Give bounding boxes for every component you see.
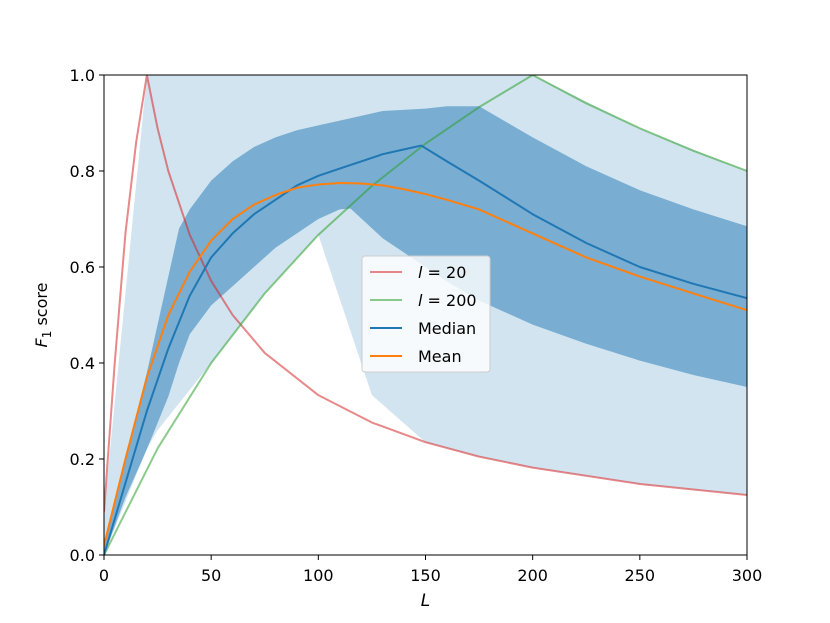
y-tick-label: 0.8 xyxy=(70,162,95,181)
y-tick-label: 0.4 xyxy=(70,354,95,373)
x-tick-label: 250 xyxy=(625,566,656,585)
series-line-median xyxy=(104,144,747,555)
series-lines xyxy=(104,75,747,555)
x-tick-label: 150 xyxy=(410,566,441,585)
y-axis-label-rest: score xyxy=(32,283,51,331)
legend-label-l20: l = 20 xyxy=(418,263,466,282)
x-axis: 0 50 100 150 200 250 300 xyxy=(99,555,762,585)
y-tick-label: 1.0 xyxy=(70,66,95,85)
legend-label-median: Median xyxy=(418,319,476,338)
inner-band-area xyxy=(104,106,747,555)
y-axis-label: F1 score xyxy=(32,283,54,348)
series-line-l200 xyxy=(104,75,747,555)
x-tick-label: 200 xyxy=(517,566,548,585)
legend-box xyxy=(361,255,491,373)
y-axis: 0.0 0.2 0.4 0.6 0.8 1.0 xyxy=(70,66,104,565)
x-tick-label: 100 xyxy=(303,566,334,585)
y-tick-label: 0.6 xyxy=(70,258,95,277)
legend: l = 20 l = 200 Median Mean xyxy=(361,255,491,373)
y-tick-label: 0.0 xyxy=(70,546,95,565)
series-line-l20 xyxy=(104,75,747,512)
series-line-mean xyxy=(104,182,747,546)
y-axis-label-main: F xyxy=(32,337,51,347)
x-tick-label: 0 xyxy=(99,566,109,585)
x-axis-label: L xyxy=(421,591,430,611)
x-tick-label: 50 xyxy=(201,566,221,585)
legend-label-l200: l = 200 xyxy=(418,291,477,310)
legend-label-mean: Mean xyxy=(418,347,462,366)
y-axis-label-subscript: 1 xyxy=(40,331,54,339)
x-tick-label: 300 xyxy=(732,566,763,585)
y-tick-label: 0.2 xyxy=(70,450,95,469)
